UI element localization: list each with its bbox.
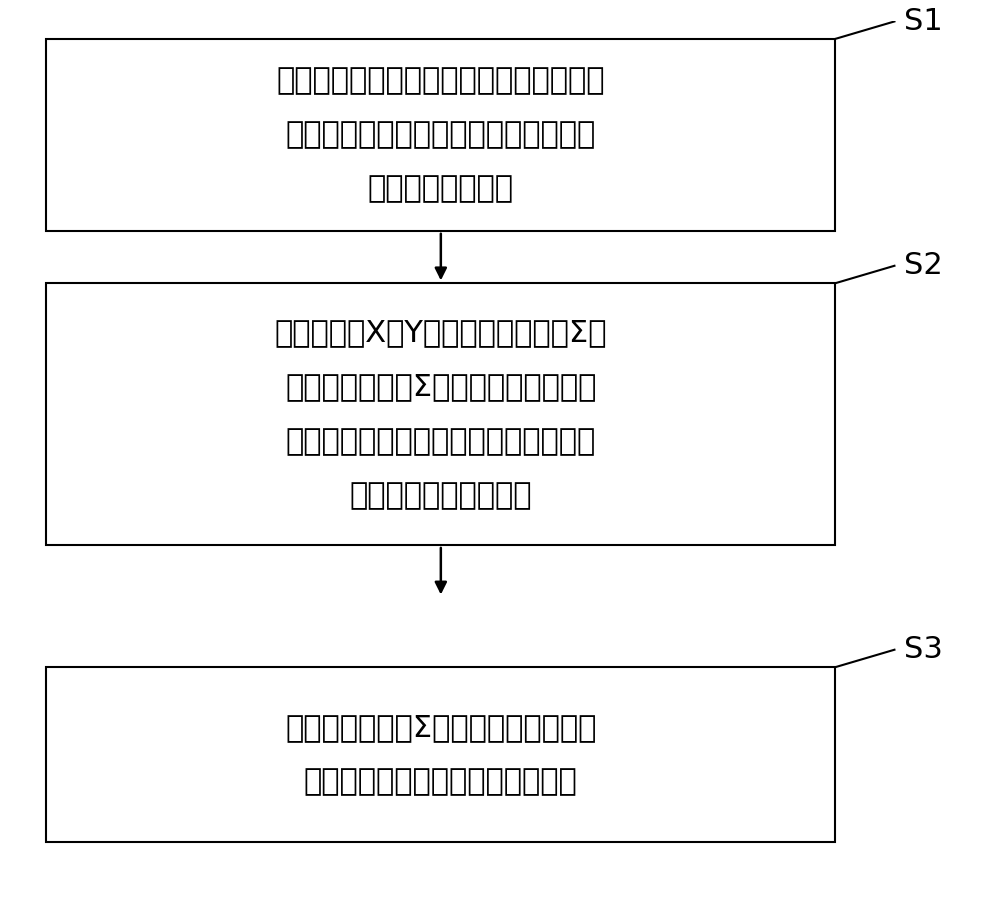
Text: 的长短半轴方向和轴长: 的长短半轴方向和轴长 (350, 481, 532, 510)
Text: 并根据标靶区域内图形灰度的零阶矩，: 并根据标靶区域内图形灰度的零阶矩， (286, 121, 596, 150)
Text: 特征值，测量得到定日镜光斑尺寸: 特征值，测量得到定日镜光斑尺寸 (304, 767, 578, 796)
Text: 确定光斑中心坐标: 确定光斑中心坐标 (368, 175, 514, 204)
Text: S3: S3 (904, 635, 943, 664)
Text: 将定日镜光斑投射至标靶上并获取图像，: 将定日镜光斑投射至标靶上并获取图像， (277, 67, 605, 96)
Text: 根据图像在X和Y方向的协方差矩阵Σ，: 根据图像在X和Y方向的协方差矩阵Σ， (275, 318, 607, 348)
Bar (46, 39, 835, 231)
Bar (46, 667, 835, 842)
Text: 特征值，以得到定日镜光斑所对应椭圆: 特征值，以得到定日镜光斑所对应椭圆 (286, 427, 596, 456)
Text: S1: S1 (904, 7, 943, 36)
Text: 获取协方差矩阵Σ的两个特征向量及其: 获取协方差矩阵Σ的两个特征向量及其 (285, 373, 597, 402)
Text: S2: S2 (904, 251, 943, 280)
Bar (46, 283, 835, 545)
Text: 基于协方差矩阵Σ的两个特征向量及其: 基于协方差矩阵Σ的两个特征向量及其 (285, 713, 597, 742)
